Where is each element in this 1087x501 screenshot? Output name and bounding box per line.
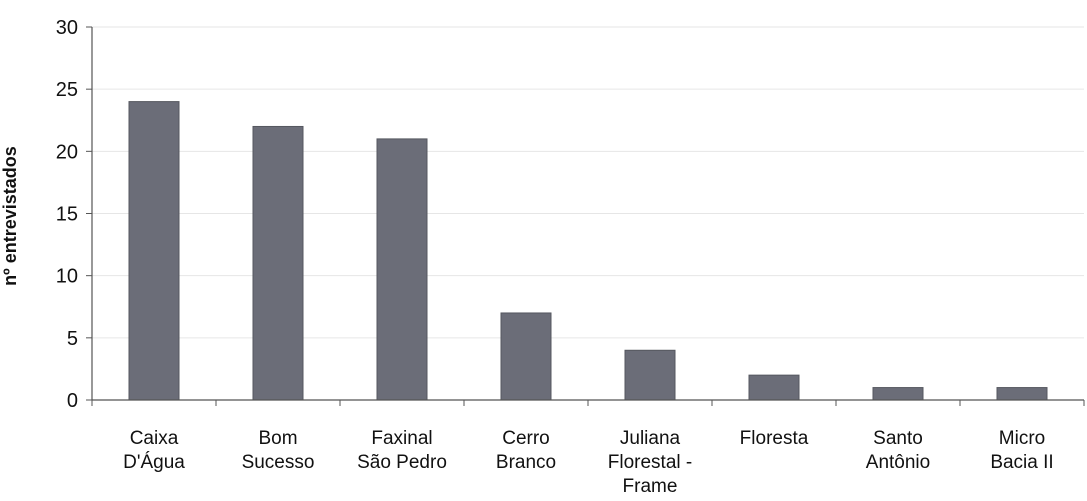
x-category-label-line: Cerro: [502, 428, 550, 449]
x-category-labels: Caixa D'Água Bom Sucesso Faxinal São Pedro Cer…: [123, 428, 1054, 497]
x-category-label-line: São Pedro: [357, 452, 447, 473]
y-axis-title: nº entrevistados: [0, 146, 20, 286]
y-tick-label: 5: [67, 328, 78, 350]
bar: [252, 125, 304, 401]
x-category-label-line: Bacia II: [990, 452, 1053, 473]
x-category-label-line: Sucesso: [242, 452, 315, 473]
x-category-label: Bom Sucesso: [242, 428, 315, 473]
axes: [86, 26, 1085, 406]
x-category-label-line: Branco: [496, 452, 556, 473]
x-category-label: Faxinal São Pedro: [357, 428, 447, 473]
x-category-label: Micro Bacia II: [990, 428, 1053, 473]
x-category-label-line: Micro: [999, 428, 1045, 449]
x-category-label-line: Faxinal: [371, 428, 432, 449]
x-category-label-line: Frame: [623, 476, 678, 497]
x-category-label-line: Santo: [873, 428, 923, 449]
bar: [376, 138, 428, 401]
y-tick-label: 15: [56, 204, 78, 226]
y-tick-label: 20: [56, 141, 78, 163]
bar: [996, 387, 1048, 401]
bar: [500, 312, 552, 401]
bar: [624, 349, 676, 401]
x-category-label-line: Floresta: [740, 428, 809, 449]
x-category-label-line: Florestal -: [608, 452, 692, 473]
y-tick-label: 25: [56, 79, 78, 101]
bars: [128, 101, 1048, 401]
y-tick-labels: 0 5 10 15 20 25 30: [56, 17, 78, 412]
y-tick-label: 10: [56, 266, 78, 288]
bar: [128, 101, 180, 401]
x-category-label: Floresta: [740, 428, 809, 449]
bar: [748, 374, 800, 401]
y-tick-label: 30: [56, 17, 78, 39]
x-category-label-line: Antônio: [866, 452, 930, 473]
x-category-label-line: D'Água: [123, 452, 185, 473]
x-category-label-line: Caixa: [130, 428, 179, 449]
bar: [872, 387, 924, 401]
x-category-label: Caixa D'Água: [123, 428, 185, 473]
y-tick-label: 0: [67, 390, 78, 412]
x-category-label-line: Bom: [258, 428, 297, 449]
x-category-label-line: Juliana: [620, 428, 681, 449]
x-category-label: Santo Antônio: [866, 428, 930, 473]
gridlines: [92, 26, 1084, 339]
x-category-label: Juliana Florestal - Frame: [608, 428, 692, 497]
x-category-label: Cerro Branco: [496, 428, 556, 473]
